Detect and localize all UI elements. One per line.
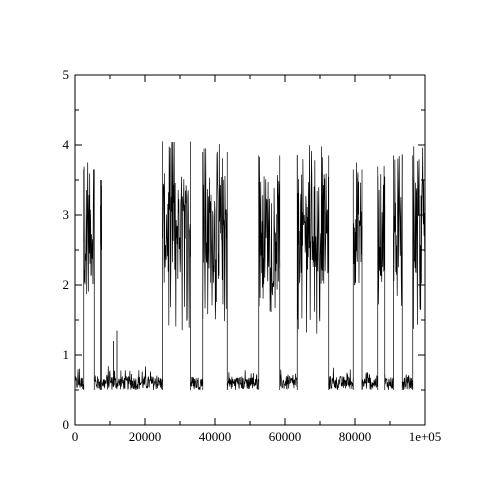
series-segment-low [361, 371, 379, 390]
series-segment-low [74, 368, 85, 390]
axis-tick-labels: 0 20000 40000 60000 80000 1e+05 0 1 2 3 4 5 [63, 67, 442, 444]
series-segment-low [190, 376, 204, 391]
y-tick-label: 1 [63, 347, 70, 362]
x-tick-label: 20000 [129, 429, 162, 444]
y-tick-label: 5 [63, 67, 70, 82]
series-segment-low [384, 374, 394, 390]
series-segment-low [93, 375, 101, 390]
series-segment-high [352, 162, 363, 286]
x-tick-label: 80000 [339, 429, 372, 444]
series-segment-low [328, 367, 354, 391]
series-segment-low [279, 369, 298, 391]
series-segment-low [401, 374, 414, 391]
y-tick-label: 4 [63, 137, 70, 152]
axis-ticks [74, 74, 426, 426]
plot-area [74, 141, 426, 391]
series-segment-high [258, 157, 281, 312]
x-tick-label: 40000 [199, 429, 232, 444]
x-tick-label: 0 [72, 429, 79, 444]
series-segment-high [202, 144, 228, 322]
series-segment-high [377, 166, 386, 305]
series-segment-high [296, 145, 330, 334]
y-tick-label: 2 [63, 277, 70, 292]
axes-frame [74, 74, 426, 426]
x-tick-label: 1e+05 [409, 429, 442, 444]
y-tick-label: 3 [63, 207, 70, 222]
series-segment-high [83, 162, 95, 294]
series-segment-low [101, 366, 163, 390]
series-segment-high [162, 141, 191, 331]
series-segment-high [393, 154, 403, 306]
series-segment-low [226, 370, 260, 390]
series-segment-high [412, 146, 426, 329]
y-tick-label: 0 [63, 417, 70, 432]
x-tick-label: 60000 [269, 429, 302, 444]
